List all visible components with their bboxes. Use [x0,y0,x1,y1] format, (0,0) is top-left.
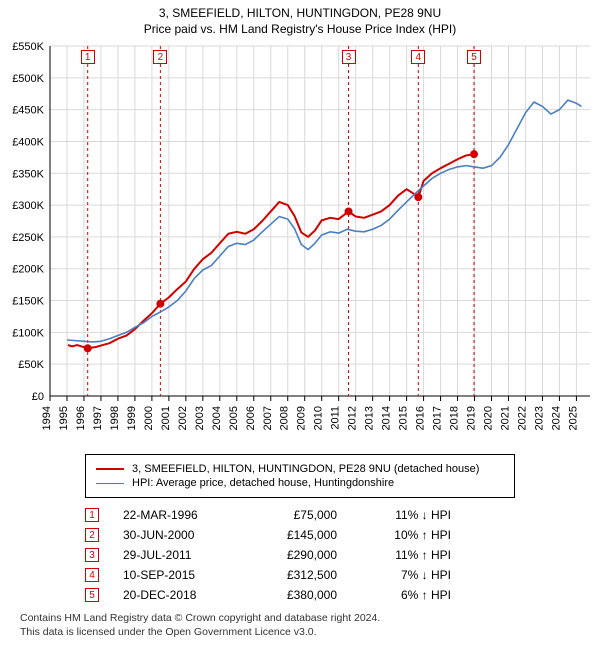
svg-text:2023: 2023 [533,406,545,430]
table-row: 4 10-SEP-2015 £312,500 7% ↓ HPI [85,568,515,582]
table-row: 2 30-JUN-2000 £145,000 10% ↑ HPI [85,528,515,542]
event-price: £145,000 [257,528,337,542]
event-price: £290,000 [257,548,337,562]
svg-text:£250K: £250K [12,232,44,244]
footer-attribution: Contains HM Land Registry data © Crown c… [20,612,580,639]
svg-text:2012: 2012 [347,406,359,430]
svg-text:2002: 2002 [177,406,189,430]
legend-item: 3, SMEEFIELD, HILTON, HUNTINGDON, PE28 9… [96,463,504,475]
event-number-box: 5 [85,588,99,602]
chart-area: £0 £50K £100K £150K £200K £250K £300K £350K £400… [0,36,600,446]
svg-text:2000: 2000 [143,406,155,430]
event-marker-box: 1 [81,50,95,64]
svg-text:2004: 2004 [211,406,223,430]
svg-text:2017: 2017 [432,406,444,430]
legend-swatch [96,483,124,484]
table-row: 3 29-JUL-2011 £290,000 11% ↑ HPI [85,548,515,562]
svg-text:£200K: £200K [12,264,44,276]
legend-swatch [96,468,124,470]
svg-text:2003: 2003 [194,406,206,430]
svg-text:1995: 1995 [58,406,70,430]
svg-text:2016: 2016 [415,406,427,430]
legend-item: HPI: Average price, detached house, Hunt… [96,477,504,489]
legend-label: HPI: Average price, detached house, Hunt… [132,477,394,489]
svg-text:£50K: £50K [18,359,44,371]
event-date: 29-JUL-2011 [123,548,233,562]
event-delta: 7% ↓ HPI [361,568,451,582]
svg-text:2011: 2011 [330,406,342,430]
event-delta: 11% ↑ HPI [361,548,451,562]
table-row: 5 20-DEC-2018 £380,000 6% ↑ HPI [85,588,515,602]
svg-text:2021: 2021 [499,406,511,430]
event-date: 30-JUN-2000 [123,528,233,542]
event-marker-box: 5 [467,50,481,64]
svg-text:£150K: £150K [12,296,44,308]
title-address: 3, SMEEFIELD, HILTON, HUNTINGDON, PE28 9… [0,6,600,20]
svg-text:2015: 2015 [398,406,410,430]
svg-text:2022: 2022 [516,406,528,430]
svg-text:£450K: £450K [12,105,44,117]
svg-text:2007: 2007 [262,406,274,430]
svg-text:2009: 2009 [296,406,308,430]
svg-text:2010: 2010 [313,406,325,430]
title-subtitle: Price paid vs. HM Land Registry's House … [0,22,600,36]
svg-text:2024: 2024 [550,406,562,430]
svg-text:2005: 2005 [228,406,240,430]
event-marker-box: 3 [342,50,356,64]
event-price: £75,000 [257,508,337,522]
event-number-box: 1 [85,508,99,522]
event-marker-box: 4 [411,50,425,64]
svg-text:2006: 2006 [245,406,257,430]
svg-text:£550K: £550K [12,41,44,53]
svg-text:1999: 1999 [126,406,138,430]
event-number-box: 4 [85,568,99,582]
legend: 3, SMEEFIELD, HILTON, HUNTINGDON, PE28 9… [85,454,515,498]
line-chart-svg: £0 £50K £100K £150K £200K £250K £300K £350K £400… [0,36,600,446]
svg-text:1998: 1998 [109,406,121,430]
svg-text:1994: 1994 [41,406,53,430]
svg-text:£400K: £400K [12,136,44,148]
event-number-box: 2 [85,528,99,542]
event-number-box: 3 [85,548,99,562]
event-delta: 10% ↑ HPI [361,528,451,542]
svg-text:£350K: £350K [12,168,44,180]
svg-text:£300K: £300K [12,200,44,212]
svg-text:2008: 2008 [279,406,291,430]
events-table: 1 22-MAR-1996 £75,000 11% ↓ HPI 2 30-JUN… [85,508,515,602]
event-marker-box: 2 [153,50,167,64]
table-row: 1 22-MAR-1996 £75,000 11% ↓ HPI [85,508,515,522]
svg-text:2014: 2014 [381,406,393,430]
svg-text:1996: 1996 [75,406,87,430]
svg-text:2020: 2020 [483,406,495,430]
footer-line: This data is licensed under the Open Gov… [20,626,580,640]
footer-line: Contains HM Land Registry data © Crown c… [20,612,580,626]
svg-text:1997: 1997 [92,406,104,430]
svg-text:2019: 2019 [466,406,478,430]
svg-text:2025: 2025 [567,406,579,430]
event-date: 10-SEP-2015 [123,568,233,582]
event-delta: 6% ↑ HPI [361,588,451,602]
svg-text:2001: 2001 [160,406,172,430]
legend-label: 3, SMEEFIELD, HILTON, HUNTINGDON, PE28 9… [132,463,479,475]
event-price: £312,500 [257,568,337,582]
event-date: 22-MAR-1996 [123,508,233,522]
chart-titles: 3, SMEEFIELD, HILTON, HUNTINGDON, PE28 9… [0,0,600,36]
event-price: £380,000 [257,588,337,602]
svg-text:£0: £0 [32,391,44,403]
svg-text:£500K: £500K [12,73,44,85]
svg-text:£100K: £100K [12,327,44,339]
svg-text:2018: 2018 [449,406,461,430]
svg-text:2013: 2013 [364,406,376,430]
event-delta: 11% ↓ HPI [361,508,451,522]
event-date: 20-DEC-2018 [123,588,233,602]
